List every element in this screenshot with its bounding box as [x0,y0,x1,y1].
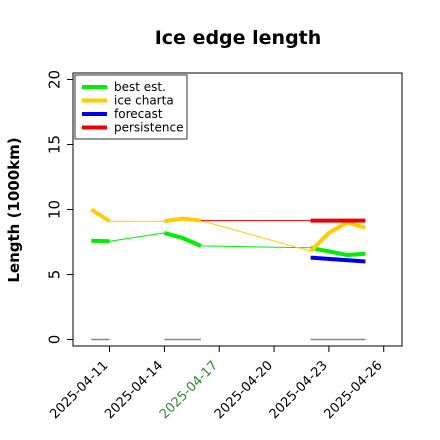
y-tick-label-0: 0 [45,335,63,345]
series-line-best-est-2 [109,232,165,242]
legend-label-best-est: best est. [114,80,166,94]
x-tick-label-2025-04-17: 2025-04-17 [157,358,221,422]
series-line-ice-charta-5 [309,220,366,253]
series-line-ice-charta-4 [200,220,311,252]
y-tick-label-10: 10 [45,200,63,219]
legend-label-forecast: forecast [114,107,163,121]
y-tick-label-5: 5 [45,270,63,280]
y-axis: 0 5 10 15 20 [45,70,73,344]
series-line-best-est-5 [310,245,366,257]
series-line-best-est-3 [163,230,202,248]
legend-label-ice-charta: ice charta [114,94,174,108]
series-line-best-est-4 [200,245,311,249]
y-tick-label-20: 20 [45,70,63,89]
y-axis-label: Length (1000km) [5,137,23,282]
series-layer [90,207,366,264]
series-line-forecast-1 [310,255,366,264]
series-line-ice-charta-3 [164,216,202,224]
series-line-best-est-1 [91,238,110,244]
legend-label-persistence: persistence [114,121,183,135]
y-tick-label-15: 15 [45,135,63,154]
x-tick-label-2025-04-26: 2025-04-26 [321,358,385,422]
x-axis: 2025-04-112025-04-142025-04-172025-04-20… [47,346,386,422]
chart-title: Ice edge length [155,27,322,49]
series-line-ice-charta-1 [90,207,111,223]
